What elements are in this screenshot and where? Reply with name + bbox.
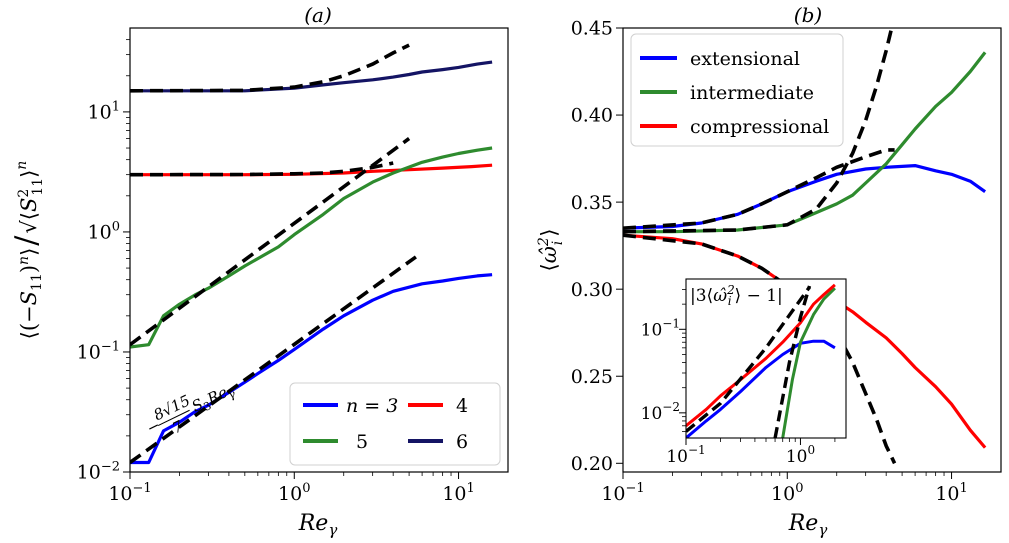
tick-label: 100 [771,481,803,505]
inset-plot-area [686,283,836,438]
tick-label: 100 [786,443,815,467]
panel-a-frame [129,27,509,473]
dashed-fit-1 [773,285,812,438]
legend-box-b [630,33,844,147]
panel-a-xlabel: Reγ [298,511,338,539]
tick-label: 100 [88,220,120,244]
panel-b-title: (b) [794,3,822,27]
dashed-fit-2 [130,161,394,177]
inset-chart: 10−1 100 10−2 10−1 |3⟨ω̂2 i ⟩ − 1| [641,278,847,467]
series-line-0 [686,339,836,438]
series-line-3 [130,60,493,93]
legend-label-6: 6 [456,431,468,453]
legend-label-compressional: compressional [690,116,829,138]
tick-label: 0.45 [571,18,613,40]
panel-a-title: (a) [304,3,332,27]
panel-b-frame [622,27,1002,473]
series-line-0 [130,273,493,465]
dashed-fit-3 [130,43,410,93]
series-line-2 [686,283,836,427]
tick-label: 100 [278,481,310,505]
tick-label: 0.35 [571,192,613,214]
panel-b: (b) 10−1 100 101 0.20 0.25 0.30 0.35 0.40 0.45 ⟨… [536,3,1002,539]
panel-b-ylabel: ⟨ω̂2i⟩ [536,229,566,272]
dashed-fit-0 [686,286,811,433]
svg-text:⟨ω̂2i⟩: ⟨ω̂2i⟩ [536,229,566,272]
panel-a-plot-area [130,43,493,465]
tick-label: 10−1 [641,316,680,340]
svg-text:⟨(−S11)n⟩/√⟨S211⟩n: ⟨(−S11)n⟩/√⟨S211⟩n [9,161,46,340]
tick-label: 0.20 [571,453,613,475]
dashed-fit-0 [623,148,895,230]
tick-label: 10−2 [77,460,120,484]
panel-b-ticks: 10−1 100 101 0.20 0.25 0.30 0.35 0.40 0.45 [571,18,968,505]
series-line-1 [781,287,836,438]
dashed-fit-1 [130,137,411,347]
panel-b-legend: extensional intermediate compressional [630,33,844,147]
tick-label: 101 [935,481,967,505]
tick-label: 101 [88,100,120,124]
legend-label-n3: n = 3 [346,395,398,417]
inset-ticks: 10−1 100 10−2 10−1 [641,289,836,467]
tick-label: 10−1 [77,340,120,364]
tick-label: 10−1 [108,481,151,505]
tick-label: 10−1 [666,443,705,467]
svg-text:S3Reγ: S3Reγ [189,380,238,418]
legend-label-4: 4 [456,395,468,417]
tick-label: 0.25 [571,366,613,388]
legend-label-5: 5 [356,431,368,453]
legend-label-extensional: extensional [690,48,800,70]
tick-label: 0.40 [571,105,613,127]
tick-label: 10−2 [641,400,680,424]
series-line-2 [130,146,493,349]
legend-label-intermediate: intermediate [690,82,814,104]
dashed-fit-1 [623,28,894,234]
legend-box [289,382,501,466]
scaling-annotation: − 8√15 7 S3Reγ [144,380,238,438]
panel-b-xlabel: Reγ [788,511,828,539]
panel-a-ylabel: ⟨(−S11)n⟩/√⟨S211⟩n [9,161,46,340]
tick-label: 101 [442,481,474,505]
tick-label: 0.30 [571,279,613,301]
panel-a-legend: n = 3 4 5 6 [289,382,501,466]
inset-ylabel: |3⟨ω̂2 i ⟩ − 1| [690,283,783,308]
tick-label: 10−1 [601,481,644,505]
panel-b-plot-area [623,28,987,465]
